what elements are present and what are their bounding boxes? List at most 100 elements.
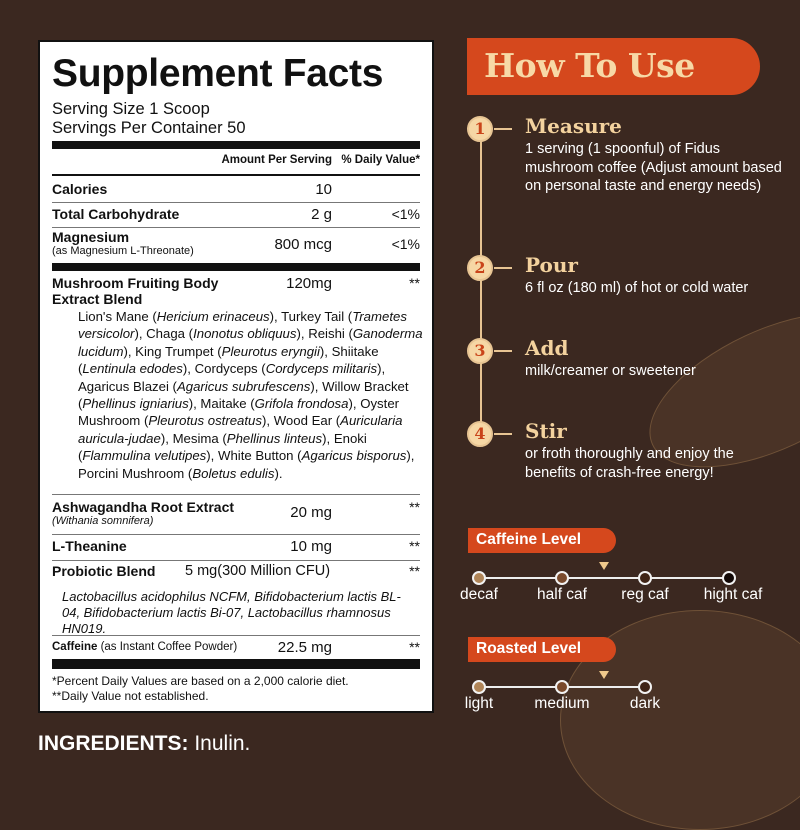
footnote-daily-values: *Percent Daily Values are based on a 2,0… xyxy=(52,674,349,688)
latin-name: Pleurotus eryngii xyxy=(221,343,320,359)
caffeine_level-label: decaf xyxy=(460,586,498,603)
common-name: ), White Button ( xyxy=(206,448,302,464)
common-name: ). xyxy=(274,465,283,481)
latin-name: Hericium erinaceus xyxy=(156,309,270,324)
common-name: ), Reishi ( xyxy=(296,326,353,342)
caffeine_level-label: hight caf xyxy=(703,586,763,603)
divider xyxy=(52,141,420,149)
caffeine_level-label: reg caf xyxy=(621,586,669,603)
latin-name: Phellinus igniarius xyxy=(82,396,189,412)
nutrient-source: (as Magnesium L-Threonate) xyxy=(52,245,194,257)
divider xyxy=(52,635,420,636)
nutrient-name: Mushroom Fruiting Body xyxy=(52,275,219,291)
divider xyxy=(52,263,420,271)
step-heading: Measure xyxy=(525,114,622,138)
step-body: or froth thoroughly and enjoy the benefi… xyxy=(525,446,734,481)
nutrient-name: L-Theanine xyxy=(52,538,127,554)
latin-name: Grifola frondosa xyxy=(254,396,349,412)
probiotic-list: Lactobacillus acidophilus NCFM, Bifidoba… xyxy=(62,589,401,636)
step-connector xyxy=(494,350,512,352)
nutrient-source: (as Instant Coffee Powder) xyxy=(97,641,238,653)
common-name: ), Wood Ear ( xyxy=(261,413,341,429)
supplement-facts-panel: Supplement Facts Serving Size 1 Scoop Se… xyxy=(38,40,434,713)
step-number-badge: 2 xyxy=(467,255,493,281)
latin-name: Flammulina velutipes xyxy=(82,448,207,464)
roasted_level-dot xyxy=(638,680,652,694)
common-name: ), Chaga ( xyxy=(134,326,194,342)
latin-name: Inonotus obliquus xyxy=(193,326,297,342)
facts-title: Supplement Facts xyxy=(52,52,384,95)
nutrient-name: Calories xyxy=(52,181,108,197)
divider xyxy=(52,494,420,495)
common-name: ), Turkey Tail ( xyxy=(269,309,353,324)
caffeine_level-dot xyxy=(722,571,736,585)
common-name: ), Porcini Mushroom ( xyxy=(78,448,415,481)
amount: 22.5 mg xyxy=(277,639,332,656)
latin-name: Trametes versicolor xyxy=(78,309,407,342)
common-name: ), Enoki ( xyxy=(78,430,367,464)
footnote-not-established: **Daily Value not established. xyxy=(52,689,209,703)
serving-size: Serving Size 1 Scoop xyxy=(52,100,210,118)
daily-value: ** xyxy=(409,538,420,554)
roasted-level-title: Roasted Level xyxy=(468,637,616,662)
caffeine_level-dot xyxy=(472,571,486,585)
caffeine_level-marker-icon xyxy=(598,562,609,570)
step-number-badge: 3 xyxy=(467,338,493,364)
daily-value: ** xyxy=(409,563,420,579)
latin-name: Boletus edulis xyxy=(192,465,275,481)
how-to-use-title: How To Use xyxy=(467,38,760,95)
roasted_level-dot xyxy=(555,680,569,694)
step-heading: Stir xyxy=(525,419,567,443)
latin-name: Auricularia auricula-judae xyxy=(78,413,403,446)
step-body: milk/creamer or sweetener xyxy=(525,363,696,379)
ingredients: INGREDIENTS: Inulin. xyxy=(38,732,250,756)
amount: 120mg xyxy=(286,275,332,292)
step-body: 1 serving (1 spoonful) of Fidus mushroom… xyxy=(525,141,782,194)
daily-value: ** xyxy=(409,499,420,515)
nutrient-name: Ashwagandha Root Extract xyxy=(52,499,235,515)
divider xyxy=(52,202,420,203)
step-heading: Pour xyxy=(525,253,578,277)
amount: 5 mg(300 Million CFU) xyxy=(185,563,331,579)
ingredients-label: INGREDIENTS: xyxy=(38,732,189,755)
step-heading: Add xyxy=(525,336,569,360)
daily-value: ** xyxy=(409,639,420,655)
nutrient-name: Magnesium xyxy=(52,229,130,245)
nutrient-name: Total Carbohydrate xyxy=(52,206,180,222)
step-connector xyxy=(494,267,512,269)
daily-value: ** xyxy=(409,275,420,291)
servings-per-container: Servings Per Container 50 xyxy=(52,119,246,137)
divider xyxy=(52,534,420,535)
common-name: ), Agaricus Blazei ( xyxy=(78,361,386,394)
nutrient-name: Probiotic Blend xyxy=(52,563,156,579)
nutrient-name: Extract Blend xyxy=(52,291,143,307)
roasted_level-marker-icon xyxy=(598,671,609,679)
caffeine_level-dot xyxy=(638,571,652,585)
ingredients-value: Inulin. xyxy=(188,732,251,755)
common-name: ), Maitake ( xyxy=(188,396,255,412)
common-name: Lion's Mane ( xyxy=(78,309,157,324)
latin-name: Ganoderma lucidum xyxy=(78,326,423,359)
nutrient-name: Caffeine xyxy=(52,641,98,653)
nutrient-source: (Withania somnifera) xyxy=(52,515,154,527)
step-number-badge: 1 xyxy=(467,116,493,142)
latin-name: Lentinula edodes xyxy=(82,361,183,377)
roasted_level-label: dark xyxy=(629,695,661,712)
amount: 10 mg xyxy=(290,538,332,555)
amount: 2 g xyxy=(311,206,332,223)
daily-value: <1% xyxy=(391,206,420,222)
caffeine_level-track xyxy=(479,577,729,579)
common-name: ), King Trumpet ( xyxy=(123,343,222,359)
roasted_level-dot xyxy=(472,680,486,694)
divider xyxy=(52,174,420,176)
step-body: 6 fl oz (180 ml) of hot or cold water xyxy=(525,280,749,296)
col-amount-header: Amount Per Serving xyxy=(221,154,332,166)
caffeine_level-dot xyxy=(555,571,569,585)
caffeine_level-label: half caf xyxy=(537,586,587,603)
common-name: ), Oyster Mushroom ( xyxy=(78,396,400,429)
step-connector xyxy=(494,433,512,435)
step-number-badge: 4 xyxy=(467,421,493,447)
common-name: ), Mesima ( xyxy=(160,430,227,446)
col-dv-header: % Daily Value* xyxy=(341,154,420,166)
common-name: ), Shiitake ( xyxy=(78,343,379,377)
